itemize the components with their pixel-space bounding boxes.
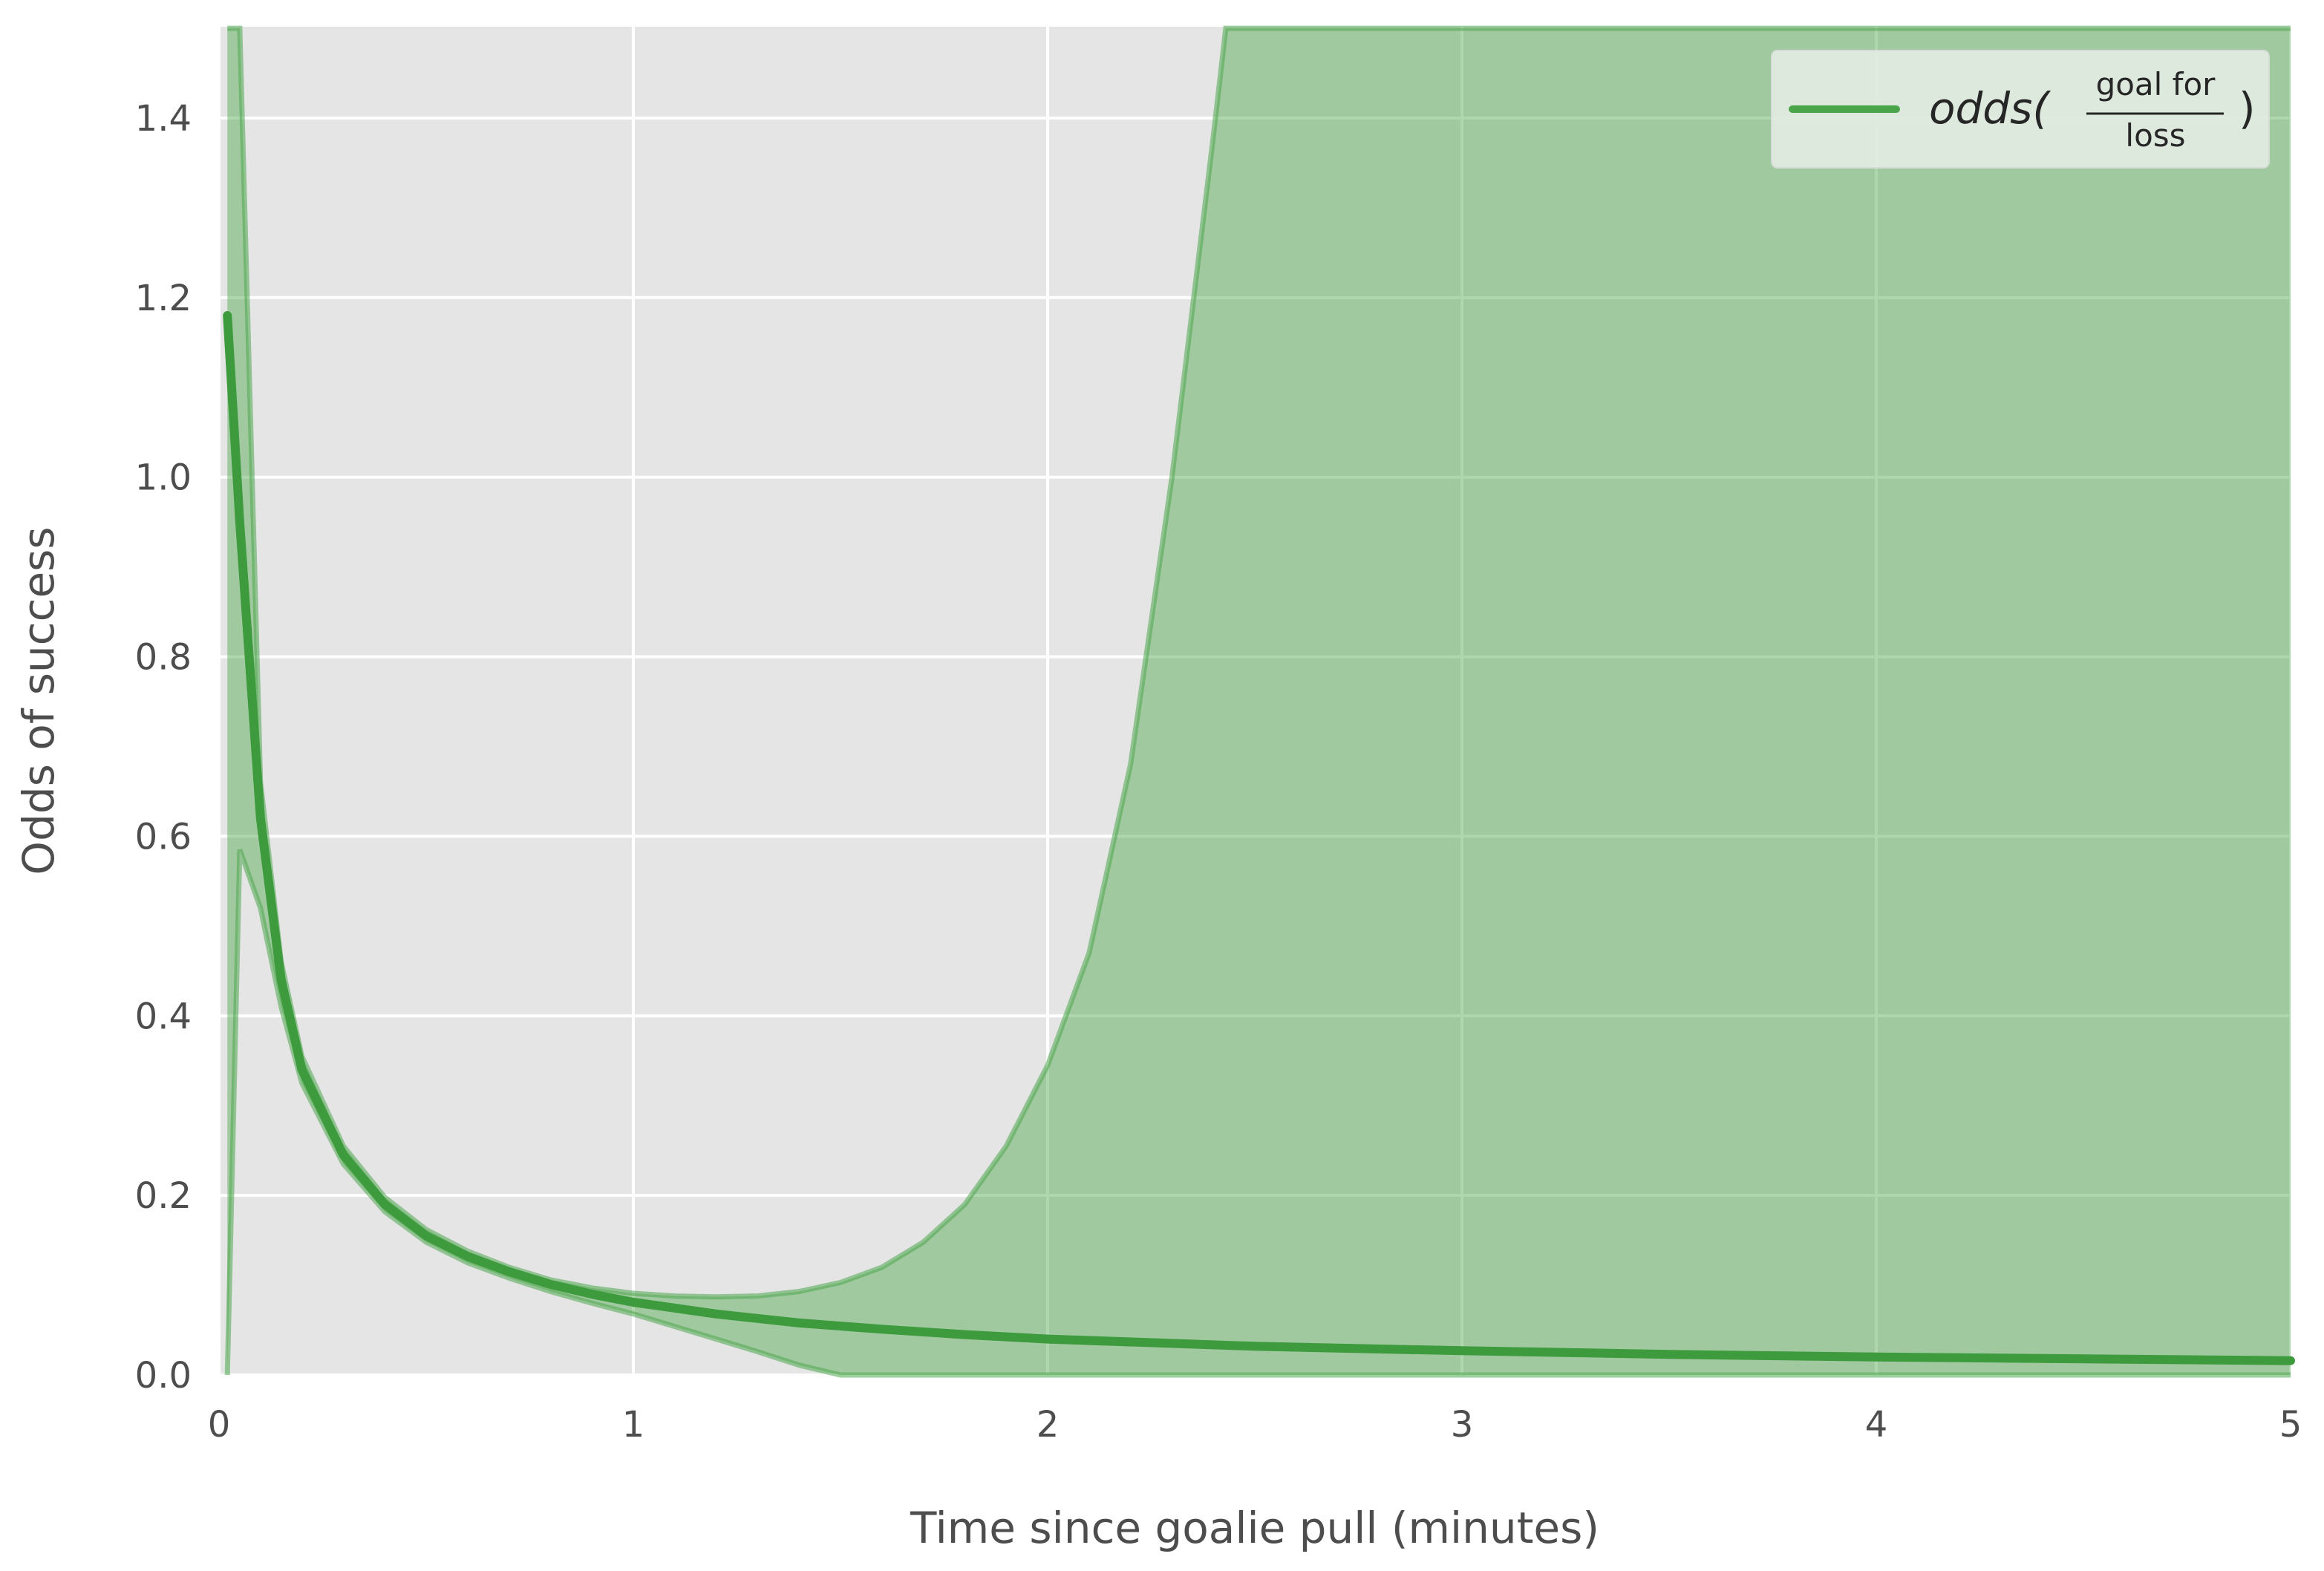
y-tick-label: 1.2 bbox=[135, 278, 192, 319]
x-tick-label: 1 bbox=[622, 1404, 645, 1446]
legend-prefix: odds( bbox=[1929, 83, 2051, 134]
band-lower-edge bbox=[224, 849, 2291, 1378]
x-tick-label: 2 bbox=[1037, 1404, 1060, 1446]
x-tick-labels: 0 1 2 3 4 5 bbox=[208, 1404, 2302, 1446]
confidence-band bbox=[227, 28, 2291, 1376]
legend-numerator: goal for bbox=[2096, 66, 2216, 102]
legend-box bbox=[1771, 50, 2270, 169]
y-tick-label: 0.6 bbox=[135, 816, 192, 858]
y-tick-label: 0.0 bbox=[135, 1355, 192, 1397]
y-tick-label: 0.8 bbox=[135, 637, 192, 679]
x-tick-label: 0 bbox=[208, 1404, 231, 1446]
plot-background bbox=[219, 27, 2291, 1375]
y-tick-label: 0.2 bbox=[135, 1175, 192, 1217]
band-upper-edge bbox=[227, 25, 2291, 1300]
legend: odds( goal for loss ) bbox=[1771, 50, 2270, 169]
odds-series-line bbox=[223, 311, 2295, 1365]
x-axis-label: Time since goalie pull (minutes) bbox=[910, 1503, 1599, 1553]
y-tick-label: 1.0 bbox=[135, 457, 192, 499]
x-tick-label: 4 bbox=[1865, 1404, 1888, 1446]
x-tick-label: 5 bbox=[2279, 1404, 2302, 1446]
y-axis-label: Odds of success bbox=[13, 526, 64, 875]
grid bbox=[218, 27, 2292, 1376]
legend-suffix: ) bbox=[2239, 83, 2256, 134]
legend-denominator: loss bbox=[2125, 117, 2185, 154]
x-tick-label: 3 bbox=[1451, 1404, 1474, 1446]
y-tick-labels: 0.0 0.2 0.4 0.6 0.8 1.0 1.2 1.4 bbox=[135, 98, 192, 1397]
y-tick-label: 1.4 bbox=[135, 98, 192, 140]
y-tick-label: 0.4 bbox=[135, 996, 192, 1037]
